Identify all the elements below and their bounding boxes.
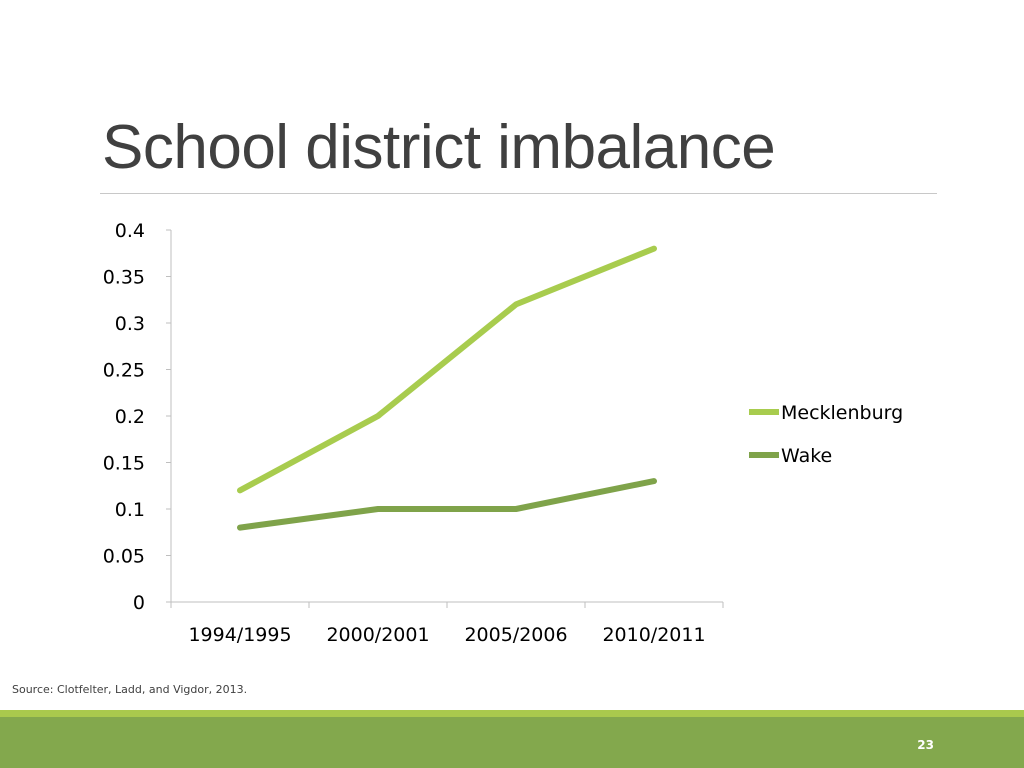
x-tick-label: 2010/2011 xyxy=(602,624,705,646)
source-citation: Source: Clotfelter, Ladd, and Vigdor, 20… xyxy=(12,683,248,696)
y-tick-label: 0.35 xyxy=(103,267,145,289)
series-line-wake xyxy=(237,478,657,531)
y-tick-label: 0 xyxy=(133,592,145,614)
slide-title: School district imbalance xyxy=(102,113,776,182)
x-tick-label: 1994/1995 xyxy=(188,624,291,646)
y-tick-label: 0.2 xyxy=(115,406,145,428)
slide-number: 23 xyxy=(917,738,934,752)
x-tick-label: 2000/2001 xyxy=(326,624,429,646)
title-divider xyxy=(100,193,937,194)
y-tick-label: 0.3 xyxy=(115,313,145,335)
series-line-mecklenburg xyxy=(237,245,657,494)
y-tick-label: 0.1 xyxy=(115,499,145,521)
y-tick-label: 0.25 xyxy=(103,360,145,382)
y-tick-label: 0.15 xyxy=(103,453,145,475)
legend-label: Mecklenburg xyxy=(781,402,903,424)
legend-label: Wake xyxy=(781,445,832,467)
y-tick-label: 0.05 xyxy=(103,546,145,568)
chart-legend: Mecklenburg Wake xyxy=(749,402,903,467)
y-tick-label: 0.4 xyxy=(115,220,145,242)
chart-series xyxy=(237,245,657,531)
x-tick-label: 2005/2006 xyxy=(464,624,567,646)
footer-band xyxy=(0,717,1024,768)
chart-axes: 0 0.05 0.1 0.15 0.2 0.25 0.3 0.35 0.4 1994/1995 20… xyxy=(103,220,724,646)
line-chart: 0 0.05 0.1 0.15 0.2 0.25 0.3 0.35 0.4 1994/1995 20… xyxy=(103,220,904,646)
footer-accent-bar xyxy=(0,710,1024,717)
